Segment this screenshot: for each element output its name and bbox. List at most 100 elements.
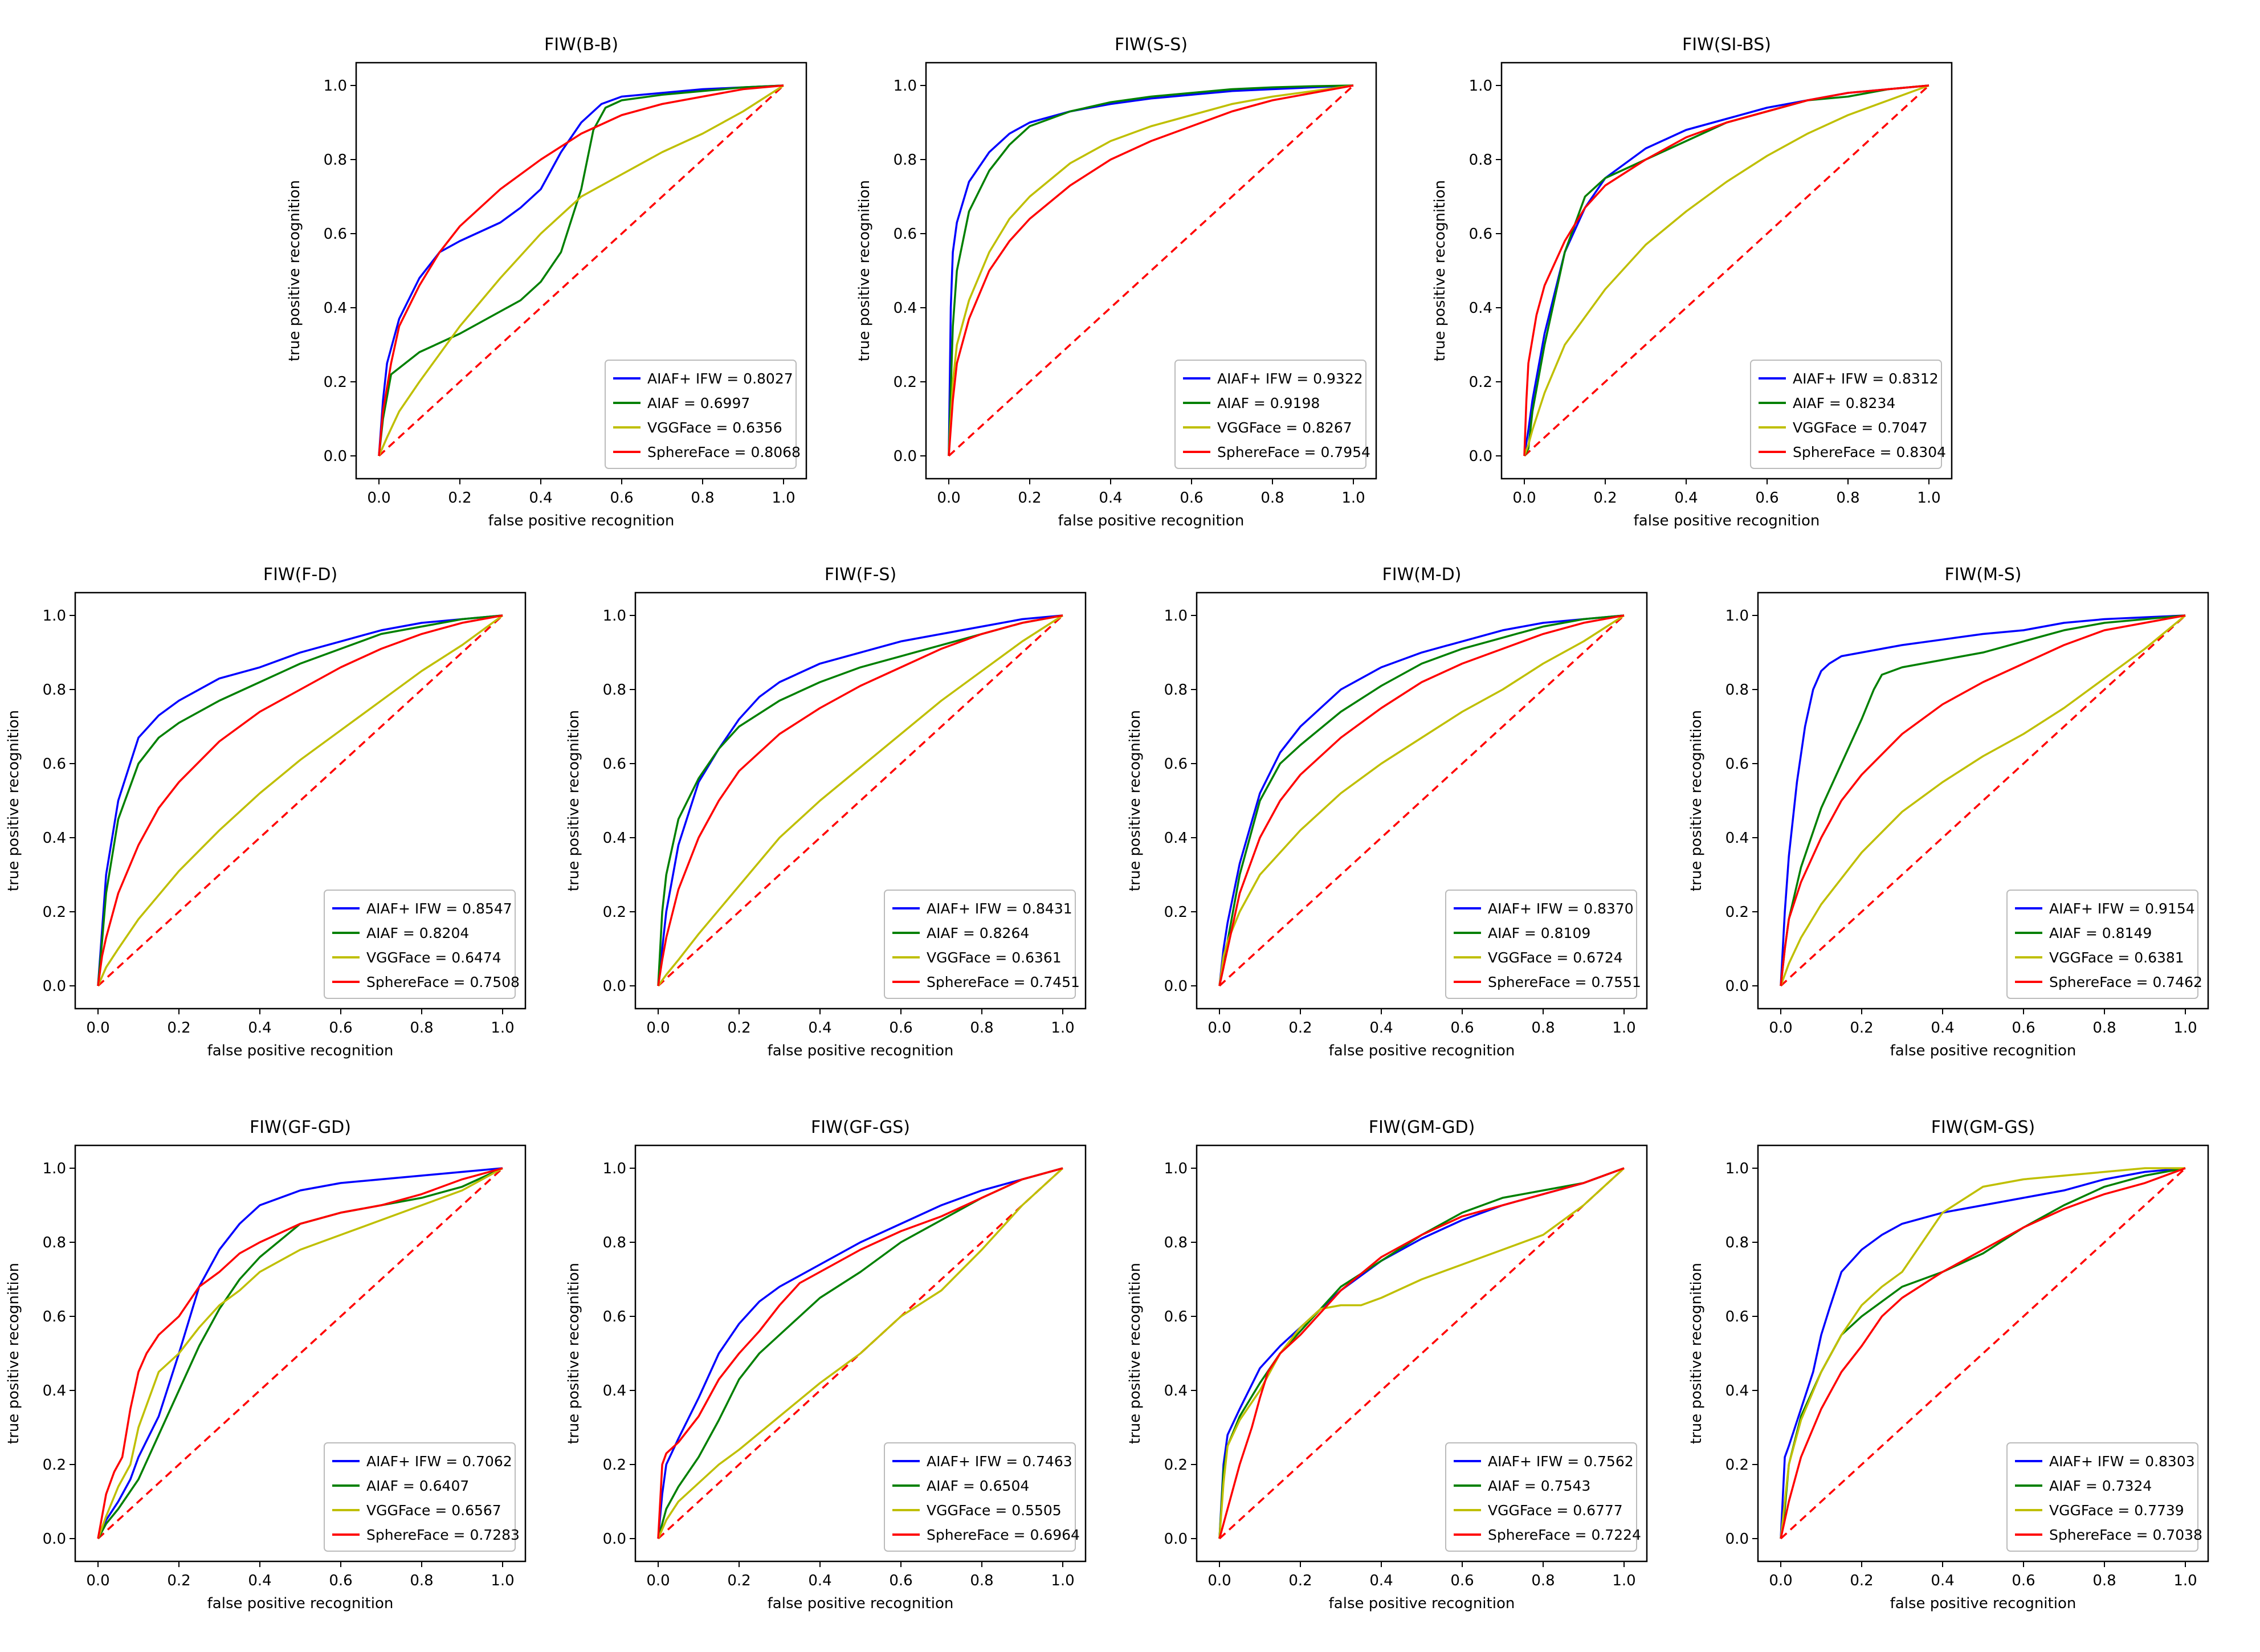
y-tick-label: 0.0 xyxy=(43,978,66,995)
legend-entry: AIAF = 0.9198 xyxy=(1217,395,1320,411)
legend-entry: SphereFace = 0.7451 xyxy=(927,974,1080,990)
legend-entry: SphereFace = 0.8068 xyxy=(647,444,801,460)
x-tick-label: 0.2 xyxy=(448,490,471,507)
chart-title: FIW(GM-GS) xyxy=(1931,1117,2035,1137)
legend-entry: AIAF+ IFW = 0.7562 xyxy=(1488,1453,1634,1470)
roc-panel: FIW(B-B) 0.0 0.0 0.2 0.2 0.4 0.4 0.6 0.6 0.8 0.8 1.… xyxy=(286,35,807,529)
y-tick-label: 0.0 xyxy=(1164,978,1188,995)
x-tick-label: 0.8 xyxy=(1531,1572,1555,1589)
y-axis-label: true positive recognition xyxy=(5,710,22,891)
chart-title: FIW(S-S) xyxy=(1115,35,1188,55)
x-tick-label: 1.0 xyxy=(772,490,795,507)
roc-panel: FIW(S-S) 0.0 0.0 0.2 0.2 0.4 0.4 0.6 0.6 0.8 0.8 1.… xyxy=(856,35,1377,529)
plot-frame xyxy=(634,1144,1087,1563)
y-tick-label: 0.8 xyxy=(603,1234,626,1251)
roc-curve-aiaf xyxy=(948,84,1354,456)
legend-entry: AIAF+ IFW = 0.8027 xyxy=(647,370,793,387)
x-axis-label: false positive recognition xyxy=(768,1595,954,1612)
y-tick-label: 0.0 xyxy=(603,978,626,995)
y-tick-label: 0.2 xyxy=(603,1457,626,1474)
roc-curve-vggface xyxy=(1780,614,2186,986)
roc-curve-vggface xyxy=(378,84,784,456)
roc-curve-aiaf_ifw xyxy=(948,84,1354,456)
legend-entry: AIAF = 0.7543 xyxy=(1488,1478,1590,1494)
roc-curve-vggface xyxy=(1780,1167,2185,1539)
x-tick-label: 0.6 xyxy=(1450,1019,1474,1037)
x-tick-label: 0.2 xyxy=(1593,490,1617,507)
y-tick-label: 1.0 xyxy=(1725,607,1749,625)
y-tick-label: 0.8 xyxy=(603,682,626,699)
roc-curve-sphereface xyxy=(1780,614,2186,986)
x-tick-label: 0.0 xyxy=(86,1572,109,1589)
y-tick-label: 0.2 xyxy=(1164,1457,1188,1474)
y-tick-label: 1.0 xyxy=(1164,1160,1188,1177)
x-tick-label: 0.2 xyxy=(1850,1019,1873,1037)
roc-curve-aiaf_ifw xyxy=(657,614,1063,986)
x-tick-label: 0.0 xyxy=(1512,490,1536,507)
y-tick-label: 0.8 xyxy=(43,682,66,699)
x-tick-label: 0.2 xyxy=(167,1572,190,1589)
y-tick-label: 0.6 xyxy=(1164,756,1188,773)
y-tick-label: 0.6 xyxy=(1725,1308,1749,1325)
y-tick-label: 1.0 xyxy=(603,607,626,625)
y-tick-label: 0.0 xyxy=(1725,978,1749,995)
y-tick-label: 0.0 xyxy=(1164,1531,1188,1548)
y-axis-label: true positive recognition xyxy=(1688,710,1705,891)
legend-entry: VGGFace = 0.6361 xyxy=(927,949,1062,966)
legend-entry: VGGFace = 0.8267 xyxy=(1217,419,1352,436)
roc-panel: FIW(F-S) 0.0 0.0 0.2 0.2 0.4 0.4 0.6 0.6 0.8 0.8 1.… xyxy=(565,565,1087,1059)
legend-entry: VGGFace = 0.5505 xyxy=(927,1502,1062,1519)
legend-entry: SphereFace = 0.8304 xyxy=(1793,444,1946,460)
y-tick-label: 0.6 xyxy=(1725,756,1749,773)
x-tick-label: 0.4 xyxy=(1369,1019,1393,1037)
y-tick-label: 0.4 xyxy=(43,1382,66,1400)
roc-curve-sphereface xyxy=(657,614,1063,986)
x-axis-label: false positive recognition xyxy=(488,512,675,529)
x-tick-label: 0.4 xyxy=(529,490,552,507)
y-axis-label: true positive recognition xyxy=(1127,1263,1144,1444)
roc-curve-aiaf xyxy=(1780,614,2186,986)
legend-entry: VGGFace = 0.6381 xyxy=(2049,949,2184,966)
x-tick-label: 1.0 xyxy=(1612,1019,1635,1037)
legend-entry: SphereFace = 0.7038 xyxy=(2049,1527,2202,1543)
x-tick-label: 0.4 xyxy=(1931,1019,1954,1037)
y-axis-label: true positive recognition xyxy=(1688,1263,1705,1444)
legend-entry: AIAF+ IFW = 0.9322 xyxy=(1217,370,1363,387)
y-tick-label: 0.8 xyxy=(894,152,917,169)
legend-entry: AIAF = 0.6997 xyxy=(647,395,750,411)
y-tick-label: 0.0 xyxy=(324,448,347,465)
x-tick-label: 0.0 xyxy=(1207,1019,1231,1037)
x-tick-label: 0.6 xyxy=(1755,490,1778,507)
x-tick-label: 1.0 xyxy=(1341,490,1365,507)
x-axis-label: false positive recognition xyxy=(1890,1595,2077,1612)
y-tick-label: 0.2 xyxy=(43,1457,66,1474)
x-axis-label: false positive recognition xyxy=(768,1042,954,1059)
x-tick-label: 0.0 xyxy=(1769,1572,1792,1589)
roc-curve-sphereface xyxy=(97,1167,503,1539)
x-tick-label: 1.0 xyxy=(491,1572,514,1589)
roc-curve-sphereface xyxy=(97,614,503,986)
y-tick-label: 1.0 xyxy=(603,1160,626,1177)
x-tick-label: 0.8 xyxy=(2092,1019,2116,1037)
y-tick-label: 0.0 xyxy=(603,1531,626,1548)
legend-box xyxy=(324,890,516,999)
roc-curve-aiaf xyxy=(657,1167,1063,1539)
roc-curve-vggface xyxy=(657,614,1063,987)
roc-curve-aiaf xyxy=(378,84,784,456)
roc-curve-aiaf_ifw xyxy=(97,1167,503,1539)
chart-title: FIW(M-S) xyxy=(1945,565,2022,585)
roc-curve-vggface xyxy=(948,84,1354,456)
legend-entry: SphereFace = 0.7508 xyxy=(366,974,520,990)
plot-frame xyxy=(74,1144,527,1563)
x-tick-label: 0.2 xyxy=(1288,1019,1312,1037)
plot-frame xyxy=(925,62,1377,480)
y-tick-label: 0.6 xyxy=(603,756,626,773)
roc-curve-sphereface xyxy=(948,84,1354,456)
x-tick-label: 0.4 xyxy=(1674,490,1698,507)
x-tick-label: 0.6 xyxy=(329,1019,352,1037)
roc-curve-vggface xyxy=(1523,84,1929,456)
roc-curve-aiaf xyxy=(97,614,503,986)
x-tick-label: 0.8 xyxy=(2092,1572,2116,1589)
roc-curve-sphereface xyxy=(378,84,784,456)
